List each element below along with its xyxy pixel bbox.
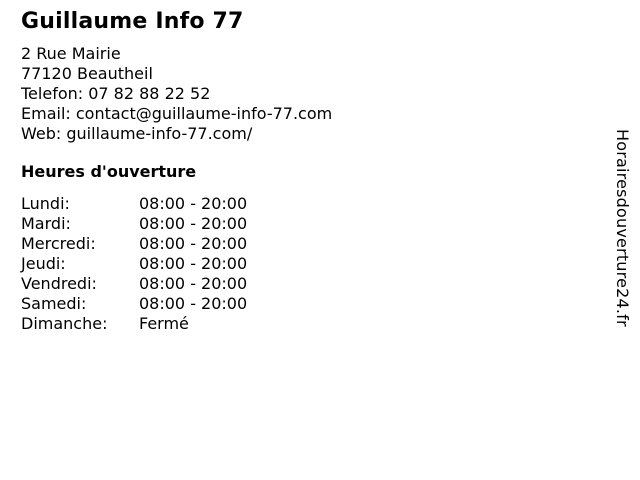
day-label: Dimanche: [21,314,108,333]
email-label: Email: [21,104,71,123]
table-row: Samedi: 08:00 - 20:00 [21,294,247,314]
table-row: Mardi: 08:00 - 20:00 [21,214,247,234]
day-label: Vendredi: [21,274,97,293]
contact-info: 2 Rue Mairie 77120 Beautheil Telefon: 07… [21,44,332,144]
hours-value: Fermé [139,314,189,333]
day-label: Mercredi: [21,234,96,253]
day-label: Jeudi: [21,254,66,273]
site-watermark: Horairesdouverture24.fr [613,129,632,327]
address-street: 2 Rue Mairie [21,44,121,63]
table-row: Jeudi: 08:00 - 20:00 [21,254,247,274]
phone-label: Telefon: [21,84,84,103]
table-row: Dimanche: Fermé [21,314,247,334]
web-label: Web: [21,124,62,143]
day-label: Mardi: [21,214,71,233]
opening-hours-heading: Heures d'ouverture [21,162,197,181]
hours-value: 08:00 - 20:00 [139,274,248,293]
email-value: contact@guillaume-info-77.com [75,104,333,123]
address-city: 77120 Beautheil [21,64,153,83]
web-value: guillaume-info-77.com/ [66,124,253,143]
opening-hours-table: Lundi: 08:00 - 20:00 Mardi: 08:00 - 20:0… [21,194,247,334]
day-label: Lundi: [21,194,70,213]
hours-value: 08:00 - 20:00 [139,194,248,213]
hours-value: 08:00 - 20:00 [139,234,248,253]
table-row: Mercredi: 08:00 - 20:00 [21,234,247,254]
hours-value: 08:00 - 20:00 [139,214,248,233]
email-line: Email: contact@guillaume-info-77.com [21,104,332,124]
web-line: Web: guillaume-info-77.com/ [21,124,332,144]
phone-line: Telefon: 07 82 88 22 52 [21,84,332,104]
page-title: Guillaume Info 77 [21,9,244,34]
table-row: Vendredi: 08:00 - 20:00 [21,274,247,294]
hours-value: 08:00 - 20:00 [139,294,248,313]
hours-value: 08:00 - 20:00 [139,254,248,273]
phone-value: 07 82 88 22 52 [88,84,211,103]
table-row: Lundi: 08:00 - 20:00 [21,194,247,214]
day-label: Samedi: [21,294,87,313]
